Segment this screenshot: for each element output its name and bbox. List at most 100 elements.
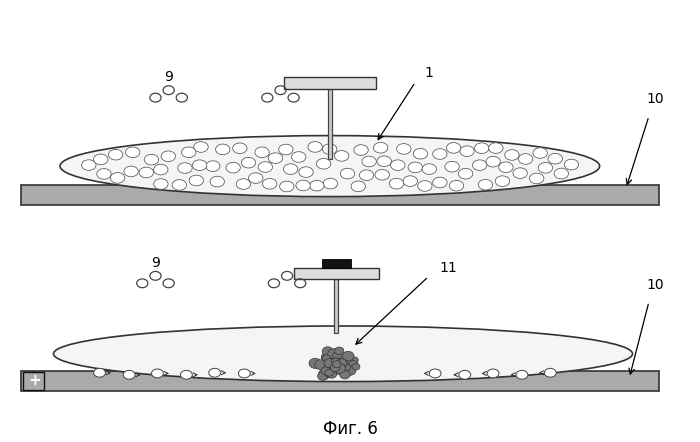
Ellipse shape xyxy=(331,358,340,365)
Ellipse shape xyxy=(241,157,255,168)
Ellipse shape xyxy=(144,154,159,165)
Ellipse shape xyxy=(349,361,358,369)
Ellipse shape xyxy=(279,144,293,155)
Ellipse shape xyxy=(458,168,472,179)
Ellipse shape xyxy=(377,156,391,167)
Ellipse shape xyxy=(125,147,140,158)
Ellipse shape xyxy=(529,173,544,184)
Ellipse shape xyxy=(262,179,276,189)
Ellipse shape xyxy=(279,181,294,192)
Ellipse shape xyxy=(333,358,344,367)
Ellipse shape xyxy=(210,176,225,187)
Ellipse shape xyxy=(94,154,108,165)
Ellipse shape xyxy=(108,149,123,160)
Ellipse shape xyxy=(336,363,346,372)
Ellipse shape xyxy=(330,355,342,364)
Ellipse shape xyxy=(519,154,533,164)
Ellipse shape xyxy=(418,181,432,191)
Ellipse shape xyxy=(326,369,337,378)
Ellipse shape xyxy=(316,158,331,169)
Ellipse shape xyxy=(330,367,339,374)
Ellipse shape xyxy=(449,180,463,191)
Text: Фиг. 6: Фиг. 6 xyxy=(323,419,377,438)
Ellipse shape xyxy=(433,149,447,160)
Ellipse shape xyxy=(324,367,336,377)
Bar xyxy=(20,371,659,391)
Ellipse shape xyxy=(332,352,342,360)
Ellipse shape xyxy=(321,367,330,374)
Ellipse shape xyxy=(53,326,633,381)
Bar xyxy=(284,76,376,89)
Ellipse shape xyxy=(239,369,250,378)
Ellipse shape xyxy=(447,143,461,153)
Ellipse shape xyxy=(82,160,96,171)
Ellipse shape xyxy=(172,179,186,190)
Ellipse shape xyxy=(338,360,347,368)
Ellipse shape xyxy=(194,142,208,152)
Ellipse shape xyxy=(330,358,343,368)
Bar xyxy=(328,89,332,159)
Ellipse shape xyxy=(342,364,351,371)
Bar xyxy=(335,279,338,333)
Ellipse shape xyxy=(308,141,322,152)
Ellipse shape xyxy=(94,368,106,377)
Ellipse shape xyxy=(554,168,568,179)
Ellipse shape xyxy=(458,370,470,379)
Ellipse shape xyxy=(337,368,345,374)
Ellipse shape xyxy=(318,372,328,381)
Ellipse shape xyxy=(486,156,500,167)
Ellipse shape xyxy=(323,144,337,154)
Ellipse shape xyxy=(344,366,356,375)
Ellipse shape xyxy=(335,362,344,370)
Ellipse shape xyxy=(354,145,368,155)
Ellipse shape xyxy=(328,349,340,359)
Ellipse shape xyxy=(333,361,342,368)
Ellipse shape xyxy=(151,369,163,378)
Text: +: + xyxy=(29,373,41,389)
Ellipse shape xyxy=(334,359,342,366)
Ellipse shape xyxy=(181,147,196,157)
Ellipse shape xyxy=(189,175,204,186)
Ellipse shape xyxy=(338,362,346,369)
Ellipse shape xyxy=(329,361,341,371)
Ellipse shape xyxy=(397,144,411,154)
Ellipse shape xyxy=(236,179,251,189)
Ellipse shape xyxy=(209,368,220,377)
Ellipse shape xyxy=(322,355,330,362)
Ellipse shape xyxy=(153,164,168,175)
Ellipse shape xyxy=(322,371,330,378)
Ellipse shape xyxy=(335,151,349,161)
Ellipse shape xyxy=(323,178,337,189)
Ellipse shape xyxy=(232,143,247,153)
Ellipse shape xyxy=(340,370,350,379)
Ellipse shape xyxy=(206,161,220,171)
Ellipse shape xyxy=(433,177,447,188)
Ellipse shape xyxy=(478,179,493,190)
Ellipse shape xyxy=(193,160,206,171)
Ellipse shape xyxy=(389,178,404,189)
Ellipse shape xyxy=(60,136,600,197)
Ellipse shape xyxy=(336,362,346,370)
Ellipse shape xyxy=(332,360,344,370)
Text: 9: 9 xyxy=(164,70,173,84)
Bar xyxy=(20,185,659,206)
Ellipse shape xyxy=(178,163,193,173)
Ellipse shape xyxy=(309,180,324,191)
Ellipse shape xyxy=(342,363,351,370)
Ellipse shape xyxy=(299,167,313,177)
Text: 11: 11 xyxy=(440,261,457,275)
Ellipse shape xyxy=(487,369,499,378)
Ellipse shape xyxy=(564,159,579,170)
Ellipse shape xyxy=(258,162,272,172)
Ellipse shape xyxy=(332,361,341,368)
Ellipse shape xyxy=(538,163,553,173)
Ellipse shape xyxy=(342,351,354,361)
Ellipse shape xyxy=(161,151,176,162)
Ellipse shape xyxy=(154,179,168,189)
Ellipse shape xyxy=(351,357,358,363)
Ellipse shape xyxy=(513,168,527,179)
Ellipse shape xyxy=(362,156,377,167)
Ellipse shape xyxy=(403,176,417,187)
Ellipse shape xyxy=(505,150,519,160)
Ellipse shape xyxy=(326,360,336,368)
